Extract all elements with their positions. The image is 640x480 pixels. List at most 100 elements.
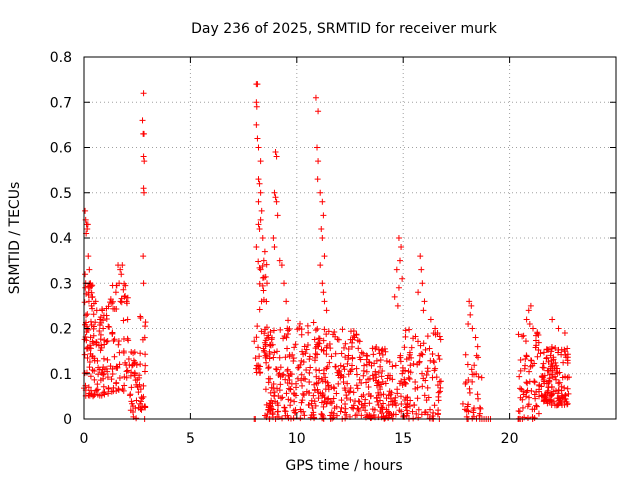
data-point — [537, 350, 544, 357]
data-point — [141, 368, 148, 375]
data-point — [98, 342, 105, 349]
data-point — [307, 364, 314, 371]
data-point — [424, 365, 431, 372]
data-point — [115, 385, 122, 392]
data-point — [467, 311, 474, 318]
data-point — [342, 387, 349, 394]
data-point — [360, 350, 367, 357]
data-point — [397, 393, 404, 400]
data-point — [81, 321, 88, 328]
data-point — [284, 331, 291, 338]
data-point — [530, 325, 537, 332]
data-point — [355, 345, 362, 352]
data-point — [140, 280, 147, 287]
data-point — [315, 395, 322, 402]
data-point — [322, 374, 329, 381]
data-point — [402, 367, 409, 374]
data-point — [553, 369, 560, 376]
data-point — [128, 348, 135, 355]
data-point — [315, 158, 322, 165]
data-point — [267, 375, 274, 382]
data-point — [274, 348, 281, 355]
data-point — [564, 385, 571, 392]
data-point — [260, 287, 267, 294]
data-point — [358, 349, 365, 356]
data-point — [353, 382, 360, 389]
data-point — [407, 397, 414, 404]
data-point — [558, 387, 565, 394]
data-point — [94, 381, 101, 388]
data-point — [269, 334, 276, 341]
data-point — [531, 379, 538, 386]
data-point — [387, 398, 394, 405]
data-point — [318, 225, 325, 232]
data-point — [116, 280, 123, 287]
data-point — [368, 362, 375, 369]
x-tick-label: 5 — [186, 431, 195, 447]
data-point — [259, 262, 266, 269]
data-point — [137, 398, 144, 405]
data-point — [544, 389, 551, 396]
data-point — [462, 351, 469, 358]
data-point — [318, 376, 325, 383]
data-point — [462, 379, 469, 386]
data-point — [528, 357, 535, 364]
data-point — [99, 317, 106, 324]
data-point — [308, 397, 315, 404]
data-point — [92, 298, 99, 305]
data-point — [113, 306, 120, 313]
data-point — [284, 366, 291, 373]
data-point — [350, 389, 357, 396]
data-point — [534, 353, 541, 360]
data-point — [99, 366, 106, 373]
data-point — [527, 363, 534, 370]
data-point — [325, 328, 332, 335]
data-point — [553, 376, 560, 383]
data-point — [302, 376, 309, 383]
data-point — [330, 410, 337, 417]
y-tick-labels: 0 0.1 0.2 0.3 0.4 0.5 0.6 0.7 0.8 — [50, 50, 72, 428]
data-point — [306, 379, 313, 386]
data-point — [255, 366, 262, 373]
data-point — [87, 342, 94, 349]
data-point — [116, 374, 123, 381]
data-point — [320, 289, 327, 296]
data-point — [386, 388, 393, 395]
data-point — [435, 352, 442, 359]
data-point — [414, 384, 421, 391]
data-point — [90, 393, 97, 400]
data-point — [306, 353, 313, 360]
data-point — [561, 346, 568, 353]
data-point — [272, 149, 279, 156]
data-point — [300, 351, 307, 358]
data-point — [369, 345, 376, 352]
data-point — [468, 302, 475, 309]
data-point — [517, 356, 524, 363]
data-point — [534, 330, 541, 337]
data-point — [319, 392, 326, 399]
data-point — [403, 394, 410, 401]
data-point — [330, 384, 337, 391]
data-point — [120, 286, 127, 293]
data-point — [120, 317, 127, 324]
data-point — [347, 384, 354, 391]
data-point — [524, 415, 531, 422]
data-point — [339, 326, 346, 333]
data-point — [124, 367, 131, 374]
data-point — [337, 362, 344, 369]
data-point — [315, 108, 322, 115]
data-point — [272, 194, 279, 201]
data-point — [263, 352, 270, 359]
data-point — [340, 379, 347, 386]
data-point — [320, 403, 327, 410]
data-point — [136, 374, 143, 381]
data-point — [258, 207, 265, 214]
data-point — [407, 362, 414, 369]
data-point — [402, 380, 409, 387]
data-point — [553, 362, 560, 369]
data-point — [545, 346, 552, 353]
data-point — [92, 387, 99, 394]
data-point — [379, 368, 386, 375]
data-point — [377, 363, 384, 370]
data-point — [475, 395, 482, 402]
